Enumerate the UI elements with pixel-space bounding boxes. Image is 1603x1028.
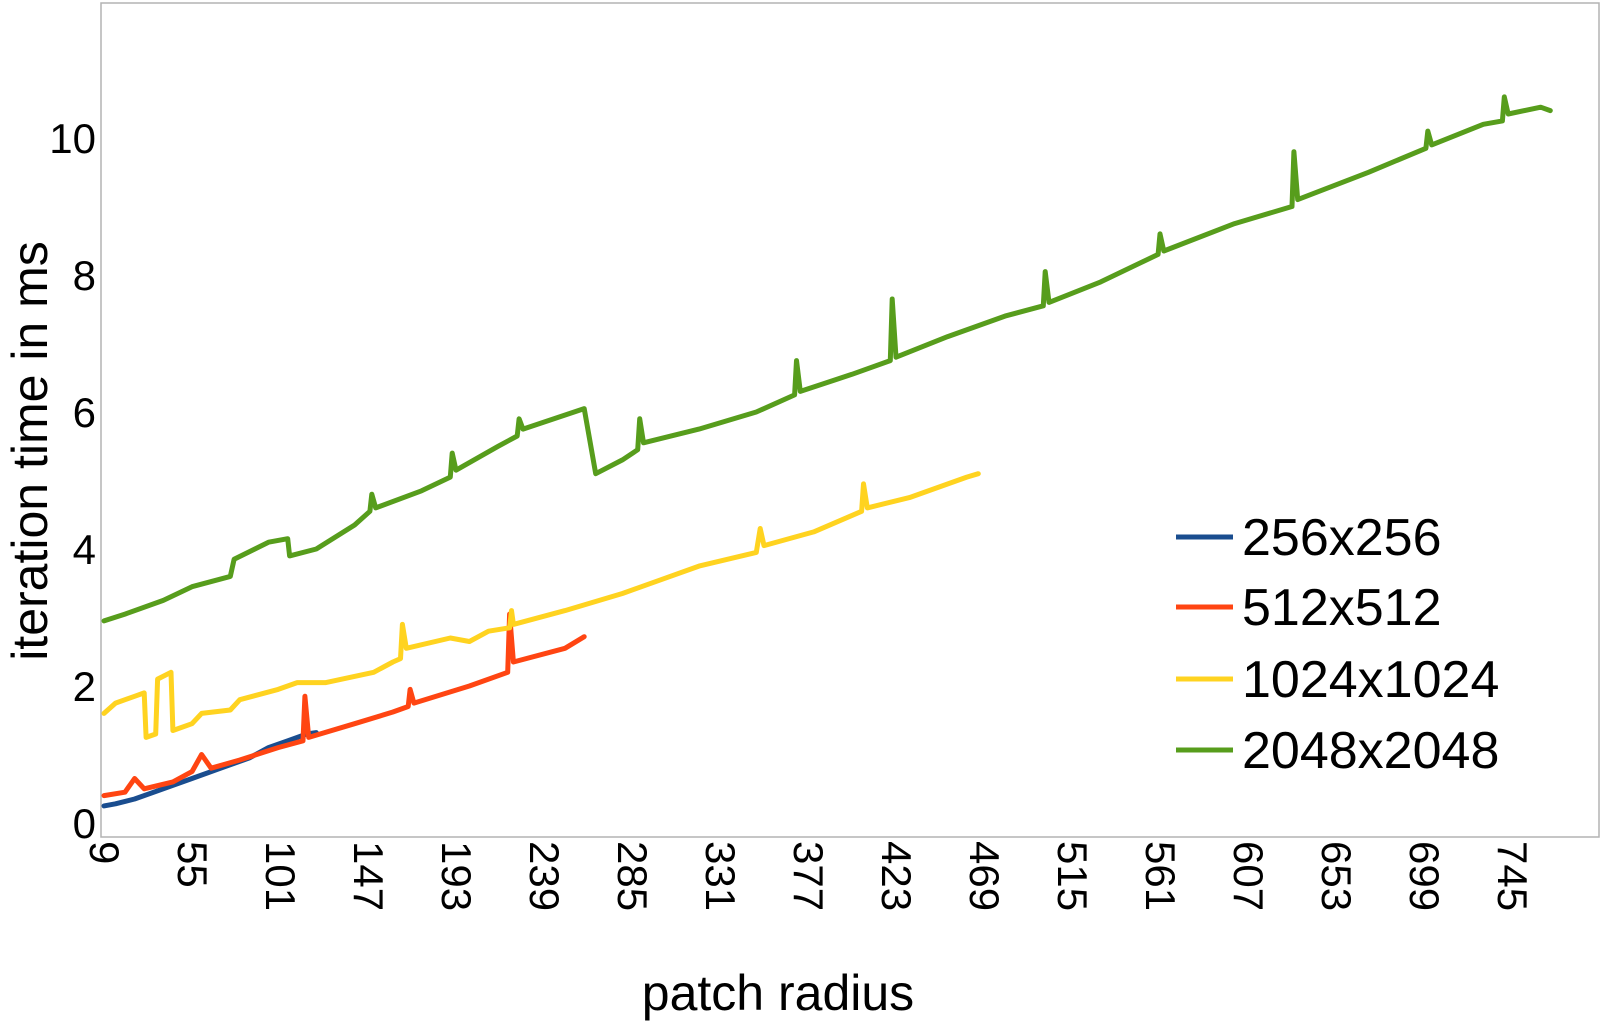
x-tick-label: 653: [1313, 841, 1360, 911]
legend-label: 512x512: [1242, 579, 1442, 637]
legend-label: 256x256: [1242, 509, 1442, 567]
y-tick-label: 2: [73, 663, 96, 710]
x-tick-label: 515: [1049, 841, 1096, 911]
x-tick-label: 423: [873, 841, 920, 911]
series-line-256x256: [101, 730, 319, 809]
y-axis-title: iteration time in ms: [2, 241, 58, 661]
legend: 256x256 512x512 1024x1024 2048x2048: [1176, 509, 1499, 780]
x-tick-label: 239: [521, 841, 568, 911]
legend-label: 1024x1024: [1242, 651, 1499, 709]
x-tick-label: 745: [1489, 841, 1536, 911]
x-tick-label: 607: [1225, 841, 1272, 911]
x-tick-label: 331: [697, 841, 744, 911]
y-tick-label: 10: [49, 115, 96, 162]
x-tick-label: 55: [169, 841, 216, 888]
x-tick-label: 9: [81, 841, 128, 864]
x-tick-label: 147: [345, 841, 392, 911]
x-axis-ticks: 9 55 101 147 193 239 285 331 377 423 469 515 561 607 6…: [81, 841, 1536, 911]
series-line-2048x2048: [101, 94, 1553, 624]
x-tick-label: 377: [785, 841, 832, 911]
x-tick-label: 101: [257, 841, 304, 911]
x-tick-label: 285: [609, 841, 656, 911]
legend-label: 2048x2048: [1242, 722, 1499, 780]
x-tick-label: 193: [433, 841, 480, 911]
plot-frame: [100, 2, 1600, 838]
series-line-1024x1024: [101, 471, 981, 740]
y-tick-label: 6: [73, 389, 96, 436]
x-tick-label: 561: [1137, 841, 1184, 911]
x-tick-label: 469: [961, 841, 1008, 911]
x-axis-title: patch radius: [642, 965, 914, 1021]
y-tick-label: 8: [73, 252, 96, 299]
y-tick-label: 0: [73, 800, 96, 847]
series-line-512x512: [101, 611, 587, 799]
y-tick-label: 4: [73, 526, 96, 573]
series-layer: [101, 94, 1553, 809]
x-tick-label: 699: [1401, 841, 1448, 911]
y-axis-ticks: 0 2 4 6 8 10: [49, 115, 96, 847]
